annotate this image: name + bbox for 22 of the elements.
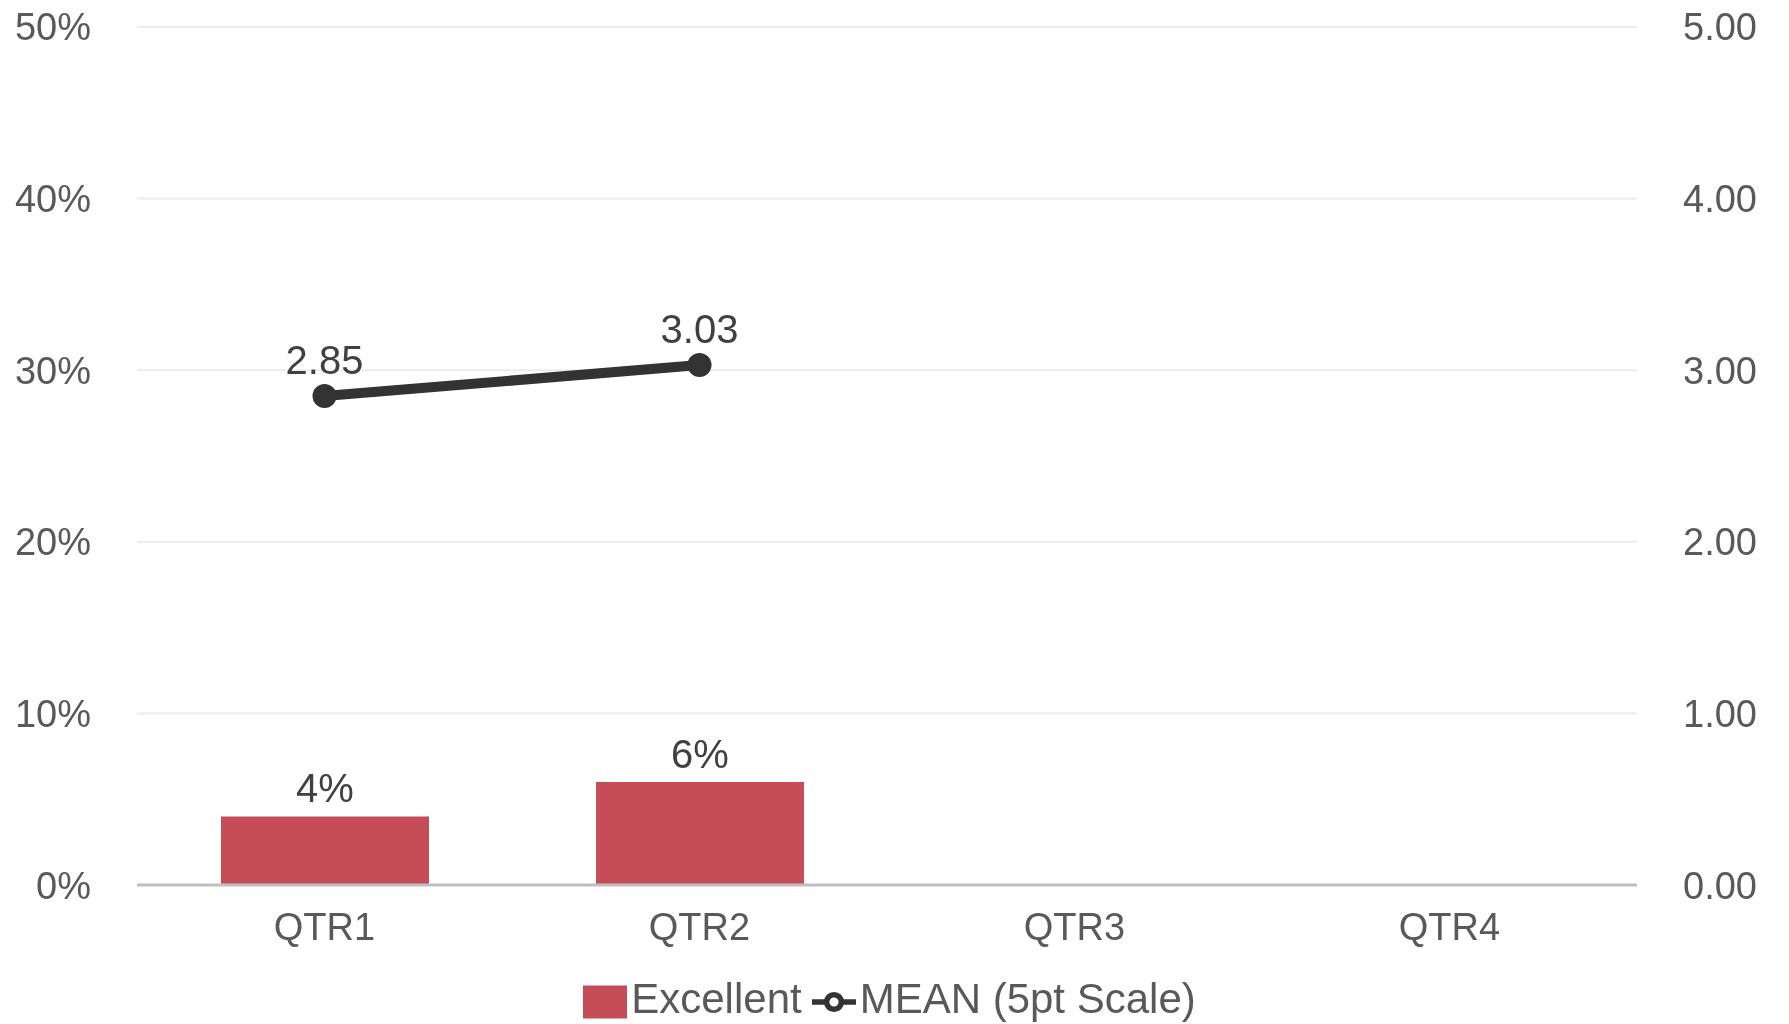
data-label: 6%: [671, 732, 729, 777]
y2-tick-label: 3.00: [1683, 349, 1757, 392]
data-label: 4%: [296, 766, 354, 811]
data-label: 3.03: [660, 307, 739, 352]
y-tick-label: 0%: [36, 864, 91, 907]
y2-tick-label: 1.00: [1683, 692, 1757, 735]
y2-tick-label: 5.00: [1683, 6, 1757, 49]
y-tick-label: 20%: [14, 521, 91, 564]
y2-tick-label: 4.00: [1683, 178, 1757, 221]
y-tick-label: 50%: [14, 6, 91, 49]
legend-label: Excellent: [631, 975, 802, 1023]
x-tick-label: QTR2: [648, 906, 751, 949]
legend-label: MEAN (5pt Scale): [859, 975, 1196, 1023]
x-tick-label: QTR1: [273, 906, 376, 949]
y2-tick-label: 2.00: [1683, 521, 1757, 564]
y-tick-label: 30%: [14, 349, 91, 392]
x-tick-label: QTR4: [1398, 906, 1501, 949]
y-tick-label: 10%: [14, 692, 91, 735]
y2-tick-label: 0.00: [1683, 864, 1757, 907]
x-tick-label: QTR3: [1023, 906, 1126, 949]
y-tick-label: 40%: [14, 178, 91, 221]
data-label: 2.85: [285, 337, 364, 382]
